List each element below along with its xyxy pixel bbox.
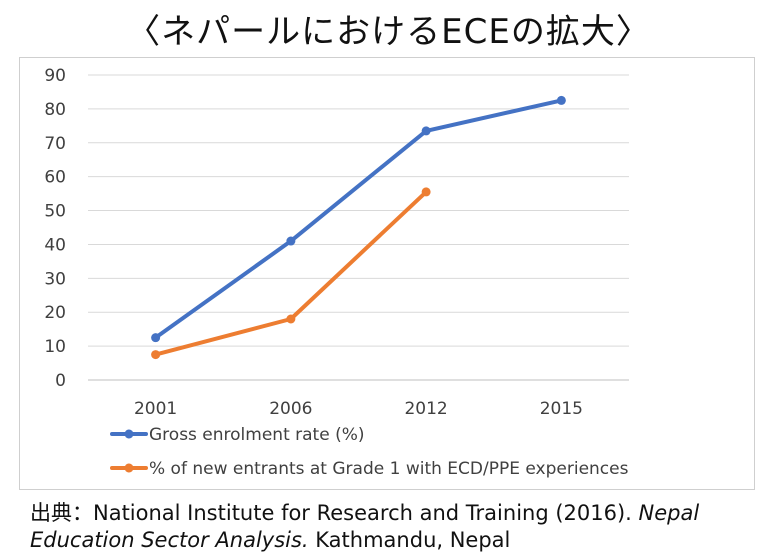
x-tick-label: 2012 — [404, 399, 447, 419]
y-tick-label: 50 — [44, 202, 66, 222]
y-tick-label: 10 — [44, 337, 66, 357]
source-prefix: 出典：National Institute for Research and T… — [30, 501, 639, 525]
source-suffix: Kathmandu, Nepal — [308, 528, 511, 552]
chart-frame — [19, 57, 755, 490]
y-tick-label: 80 — [44, 100, 66, 120]
x-tick-label: 2006 — [269, 399, 312, 419]
y-tick-label: 90 — [44, 66, 66, 86]
data-point — [151, 333, 161, 343]
x-tick-label: 2015 — [540, 399, 583, 419]
data-point — [556, 95, 566, 105]
x-tick-label: 2001 — [134, 399, 177, 419]
chart-title: 〈ネパールにおけるECEの拡大〉 — [126, 12, 651, 52]
y-tick-label: 40 — [44, 235, 66, 255]
y-tick-label: 60 — [44, 168, 66, 188]
y-tick-label: 70 — [44, 134, 66, 154]
series-line — [153, 98, 564, 340]
data-point — [151, 350, 161, 360]
data-point — [286, 314, 296, 324]
legend-swatch-marker — [124, 463, 134, 473]
series-line — [153, 189, 429, 357]
y-tick-label: 30 — [44, 269, 66, 289]
data-point — [421, 187, 431, 197]
source-citation: 出典：National Institute for Research and T… — [30, 500, 770, 554]
source-title: Nepal Education Sector Analysis. — [30, 501, 700, 552]
legend-swatch-marker — [124, 429, 134, 439]
legend-label: Gross enrolment rate (%) — [149, 425, 365, 445]
y-tick-label: 0 — [55, 371, 66, 391]
data-point — [286, 236, 296, 246]
y-tick-label: 20 — [44, 303, 66, 323]
line-chart: 0 10 20 30 40 50 60 70 80 90 2001 2006 2012 2015 Gross… — [44, 66, 629, 479]
data-point — [421, 126, 431, 136]
legend-label: % of new entrants at Grade 1 with ECD/PP… — [149, 459, 629, 479]
